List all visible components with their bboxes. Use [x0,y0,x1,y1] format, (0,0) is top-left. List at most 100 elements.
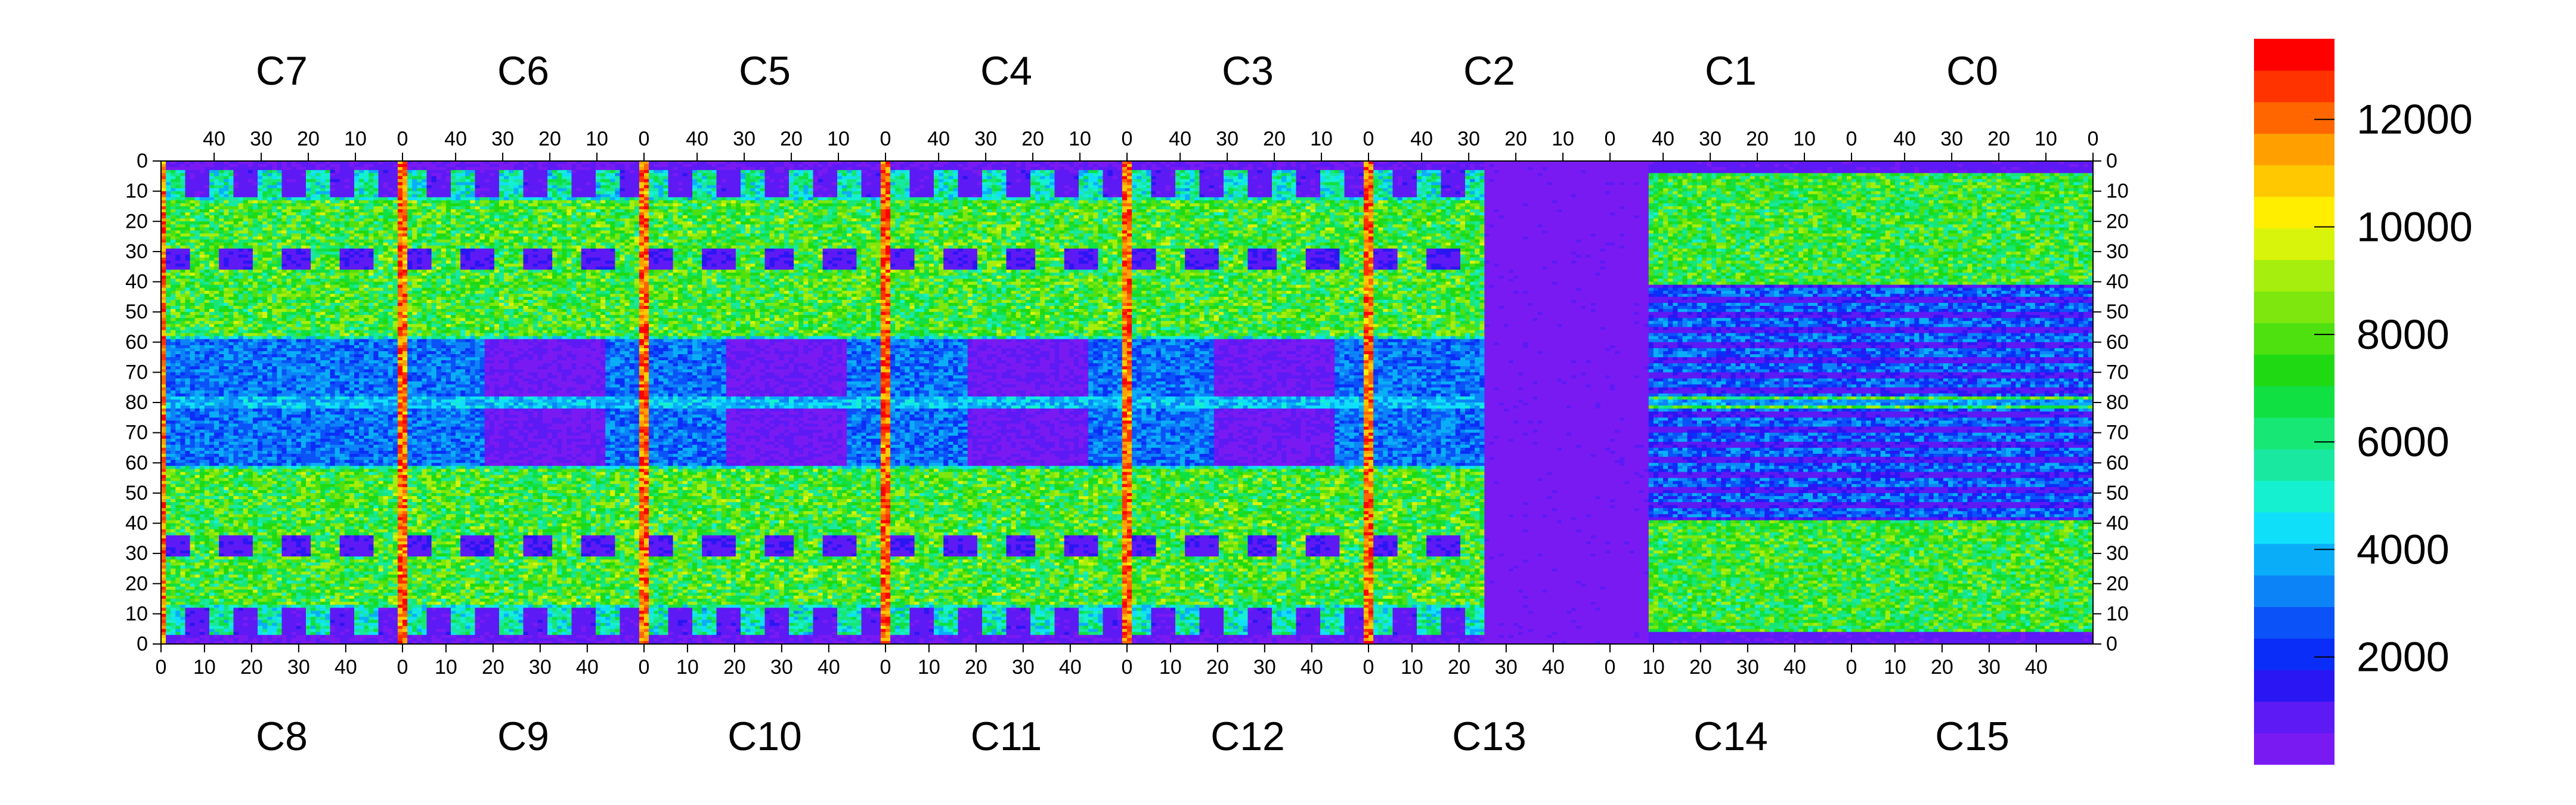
heatmap-cell [214,357,219,361]
heatmap-cell [224,267,229,270]
heatmap-cell [166,530,171,533]
heatmap-cell [214,330,219,334]
heatmap-cell [166,538,171,542]
heatmap-cell [209,553,215,557]
heatmap-cell [224,315,229,318]
heatmap-cell [161,318,166,321]
heatmap-cell [243,436,249,439]
heatmap-cell [161,391,166,394]
heatmap-cell [214,315,219,318]
heatmap-cell [195,463,200,466]
heatmap-cell [166,460,171,463]
heatmap-cell [195,590,200,593]
heatmap-cell [209,191,215,195]
heatmap-cell [239,635,244,639]
heatmap-cell [239,282,244,286]
heatmap-cell [234,185,239,189]
heatmap-cell [200,252,205,255]
heatmap-cell [228,490,234,494]
heatmap-cell [234,423,239,427]
heatmap-cell [166,623,171,627]
heatmap-cell [205,550,210,554]
heatmap-cell [205,605,210,608]
heatmap-cell [171,351,176,355]
heatmap-cell [243,267,249,270]
heatmap-cell [161,179,166,182]
heatmap-cell [219,360,224,364]
heatmap-cell [243,327,249,330]
heatmap-cell [190,234,196,237]
heatmap-cell [214,294,219,298]
heatmap-cell [175,264,181,267]
heatmap-cell [185,487,191,491]
heatmap-cell [161,487,166,491]
heatmap-cell [190,218,196,222]
heatmap-cell [190,176,196,179]
heatmap-cell [209,454,215,457]
heatmap-cell [195,535,200,539]
heatmap-cell [190,448,196,451]
heatmap-cell [228,596,234,599]
heatmap-cell [239,524,244,527]
heatmap-cell [180,264,185,267]
heatmap-cell [239,620,244,624]
heatmap-cell [243,237,249,240]
heatmap-cell [161,556,166,560]
heatmap-cell [228,423,234,427]
heatmap-cell [219,379,224,382]
heatmap-cell [214,493,219,497]
heatmap-cell [190,312,196,315]
heatmap-cell [195,608,200,611]
heatmap-cell [234,360,239,364]
heatmap-cell [239,568,244,572]
heatmap-cell [180,550,185,554]
heatmap-cell [185,578,191,581]
heatmap-cell [200,327,205,330]
heatmap-cell [200,502,205,506]
heatmap-cell [195,267,200,270]
heatmap-cell [161,499,166,503]
heatmap-cell [166,454,171,457]
heatmap-cell [171,261,176,264]
heatmap-cell [224,417,229,421]
heatmap-cell [205,626,210,630]
heatmap-cell [243,417,249,421]
heatmap-cell [214,191,219,195]
heatmap-cell [214,333,219,337]
heatmap-cell [224,427,229,431]
heatmap-cell [239,363,244,367]
heatmap-cell [180,173,185,177]
heatmap-cell [171,312,176,315]
heatmap-cell [224,520,229,524]
heatmap-cell [224,439,229,442]
heatmap-cell [214,278,219,282]
heatmap-cell [180,388,185,391]
heatmap-cell [214,445,219,448]
heatmap-cell [195,273,200,276]
heatmap-cell [248,273,253,276]
heatmap-cell [171,608,176,611]
heatmap-cell [166,520,171,524]
heatmap-cell [214,433,219,436]
heatmap-cell [224,243,229,246]
heatmap-cell [185,243,191,246]
heatmap-cell [243,270,249,273]
heatmap-cell [214,176,219,179]
heatmap-cell [166,496,171,500]
heatmap-cell [175,191,181,195]
heatmap-cell [243,614,249,617]
heatmap-cell [205,212,210,216]
heatmap-cell [200,391,205,394]
heatmap-cell [185,315,191,318]
heatmap-cell [234,267,239,270]
heatmap-cell [175,375,181,379]
heatmap-cell [166,360,171,364]
heatmap-cell [243,194,249,198]
heatmap-cell [180,300,185,304]
heatmap-cell [180,285,185,289]
heatmap-cell [243,427,249,431]
heatmap-cell [175,508,181,512]
heatmap-cell [200,273,205,276]
heatmap-cell [166,227,171,231]
heatmap-cell [209,578,215,581]
